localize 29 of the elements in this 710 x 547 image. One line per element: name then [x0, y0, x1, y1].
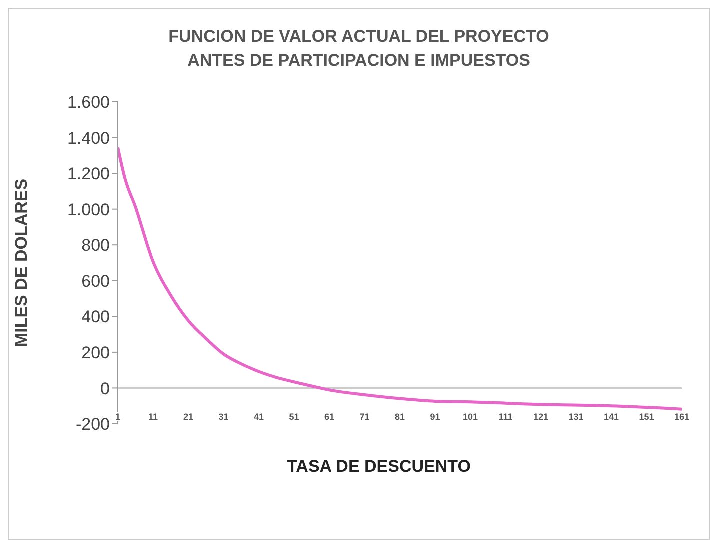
x-tick-label: 81	[394, 412, 406, 422]
x-tick-label: 71	[360, 412, 370, 422]
x-tick-label: 101	[462, 412, 478, 422]
x-tick-label: 61	[324, 412, 335, 422]
x-tick-label: 131	[568, 412, 584, 422]
x-axis-title: TASA DE DESCUENTO	[286, 457, 472, 477]
y-tick-label: 400	[82, 308, 110, 327]
y-tick-label: 1.600	[67, 93, 110, 112]
x-tick-label: 51	[289, 412, 300, 422]
y-tick-label: 600	[82, 272, 110, 291]
x-tick-label: 91	[430, 412, 440, 422]
x-tick-label: 41	[254, 412, 264, 422]
x-tick-label: 11	[148, 412, 158, 422]
x-tick-label: 161	[674, 412, 690, 422]
y-tick-label: 800	[82, 236, 110, 256]
y-tick-label: 1.400	[67, 128, 110, 148]
x-tick-label: 21	[183, 412, 194, 422]
x-tick-label: 141	[604, 412, 620, 422]
y-tick-label: 0	[100, 379, 110, 398]
x-tick-label: 31	[218, 412, 229, 422]
y-axis-title: MILES DE DOLARES	[12, 178, 32, 348]
x-tick-label: 151	[639, 412, 654, 422]
y-tick-label: 200	[82, 343, 110, 362]
y-tick-label: -200	[76, 415, 110, 434]
y-tick-label: 1.000	[67, 200, 110, 220]
x-tick-label: 121	[533, 412, 549, 422]
chart-title: FUNCION DE VALOR ACTUAL DEL PROYECTO ANTES DE PARTICIPACION E IMPUESTOS	[168, 26, 550, 72]
y-tick-label: 1.200	[67, 164, 110, 184]
x-tick-label: 111	[498, 412, 513, 422]
